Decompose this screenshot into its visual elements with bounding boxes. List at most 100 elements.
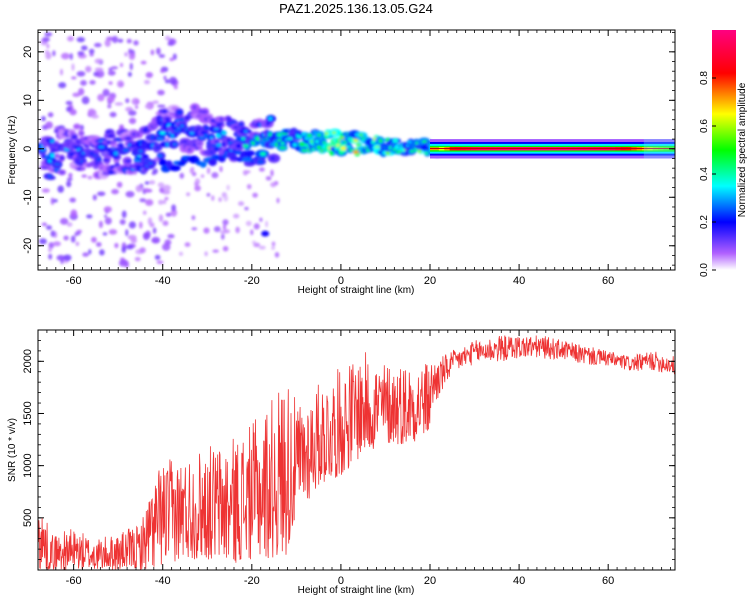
- noise-blob: [158, 214, 164, 222]
- noise-blob: [270, 182, 277, 188]
- noise-blob: [194, 185, 201, 192]
- noise-blob: [52, 50, 56, 57]
- ridge-blob: [172, 142, 177, 146]
- ridge-blob: [405, 144, 410, 148]
- noise-blob: [223, 229, 231, 234]
- noise-blob: [212, 249, 219, 253]
- noise-blob: [179, 172, 185, 179]
- noise-blob: [97, 93, 105, 102]
- noise-blob: [265, 176, 272, 181]
- noise-blob: [77, 51, 85, 56]
- spectrogram-ylabel: Frequency (Hz): [7, 116, 18, 185]
- noise-blob: [125, 98, 130, 104]
- noise-blob: [265, 220, 269, 228]
- noise-blob: [45, 51, 52, 60]
- noise-blob: [76, 71, 86, 77]
- ridge-blob: [241, 137, 246, 141]
- ridge-blob: [147, 161, 153, 165]
- ridge-blob: [392, 138, 399, 143]
- noise-blob: [162, 220, 169, 226]
- noise-blob: [221, 233, 225, 240]
- spectrogram-ytick-label: -10: [22, 189, 34, 205]
- ridge-blob-lower: [158, 159, 167, 166]
- ridge-blob: [77, 167, 82, 171]
- noise-blob: [56, 254, 66, 261]
- noise-blob: [157, 104, 166, 108]
- noise-blob: [246, 184, 252, 190]
- ridge-blob: [196, 141, 203, 146]
- colorbar-tick-label: 0.6: [699, 119, 710, 133]
- noise-blob: [109, 111, 117, 118]
- ridge-blob: [79, 160, 84, 163]
- snr-plot-area: [38, 330, 675, 570]
- noise-blob: [145, 72, 153, 78]
- noise-blob: [163, 199, 167, 205]
- noise-blob: [276, 197, 280, 204]
- ridge-blob-lower: [169, 165, 181, 172]
- noise-blob: [108, 81, 113, 85]
- snr-xtick-label: 60: [602, 575, 614, 587]
- noise-blob: [65, 100, 73, 105]
- noise-blob: [57, 185, 64, 193]
- noise-blob: [218, 197, 222, 202]
- ridge-blob: [244, 130, 248, 133]
- ridge-blob: [356, 143, 361, 147]
- noise-blob: [61, 52, 70, 60]
- noise-blob: [156, 47, 161, 55]
- ridge-blob: [96, 157, 102, 162]
- noise-blob: [147, 217, 153, 225]
- spectrogram-heatmap: [38, 32, 675, 268]
- noise-blob: [110, 66, 118, 70]
- ridge-blob: [71, 135, 78, 139]
- noise-blob: [222, 246, 229, 252]
- spectrogram-xlabel: Height of straight line (km): [298, 285, 415, 296]
- noise-blob: [144, 181, 150, 185]
- ridge-blob: [49, 139, 55, 143]
- ridge-blob: [47, 158, 52, 163]
- noise-blob: [119, 219, 126, 225]
- noise-blob: [271, 241, 276, 247]
- noise-blob: [258, 245, 266, 250]
- noise-blob: [157, 89, 165, 96]
- snr-axes: -60 -40 -20 0 20 40 60 500 1000 1500 2000: [22, 329, 675, 587]
- noise-blob: [91, 236, 97, 243]
- noise-blob: [128, 221, 136, 229]
- noise-blob: [81, 174, 87, 178]
- spectrogram-xtick-label: 40: [513, 275, 525, 287]
- noise-blob: [66, 180, 72, 188]
- ridge-blob: [159, 131, 166, 135]
- noise-blob: [125, 229, 129, 237]
- noise-blob: [89, 80, 96, 85]
- noise-blob: [194, 181, 199, 187]
- noise-blob: [128, 52, 136, 60]
- ridge-blob: [107, 170, 115, 175]
- noise-blob: [258, 167, 265, 172]
- noise-blob: [108, 67, 113, 71]
- ridge-blob: [78, 131, 85, 135]
- noise-blob: [66, 177, 73, 181]
- snr-series: [38, 335, 675, 570]
- noise-blob: [133, 40, 139, 46]
- noise-blob: [270, 169, 274, 177]
- noise-blob: [48, 242, 54, 249]
- noise-blob: [149, 180, 156, 185]
- ridge-blob: [180, 124, 185, 128]
- ridge-blob: [187, 147, 192, 152]
- noise-blob: [52, 241, 61, 247]
- noise-blob: [145, 199, 154, 206]
- noise-blob: [50, 230, 56, 237]
- ridge-blob: [235, 143, 242, 149]
- noise-blob: [94, 42, 102, 48]
- noise-blob: [70, 209, 78, 217]
- noise-blob: [167, 42, 174, 46]
- spectrogram-frame: [37, 29, 676, 271]
- noise-blob: [121, 210, 127, 219]
- ridge-blob-lower: [199, 161, 207, 168]
- noise-blob: [80, 80, 87, 86]
- noise-blob: [53, 199, 58, 203]
- noise-blob: [39, 238, 47, 245]
- noise-blob: [186, 192, 191, 197]
- ridge-blob: [156, 137, 164, 140]
- noise-blob: [48, 247, 52, 253]
